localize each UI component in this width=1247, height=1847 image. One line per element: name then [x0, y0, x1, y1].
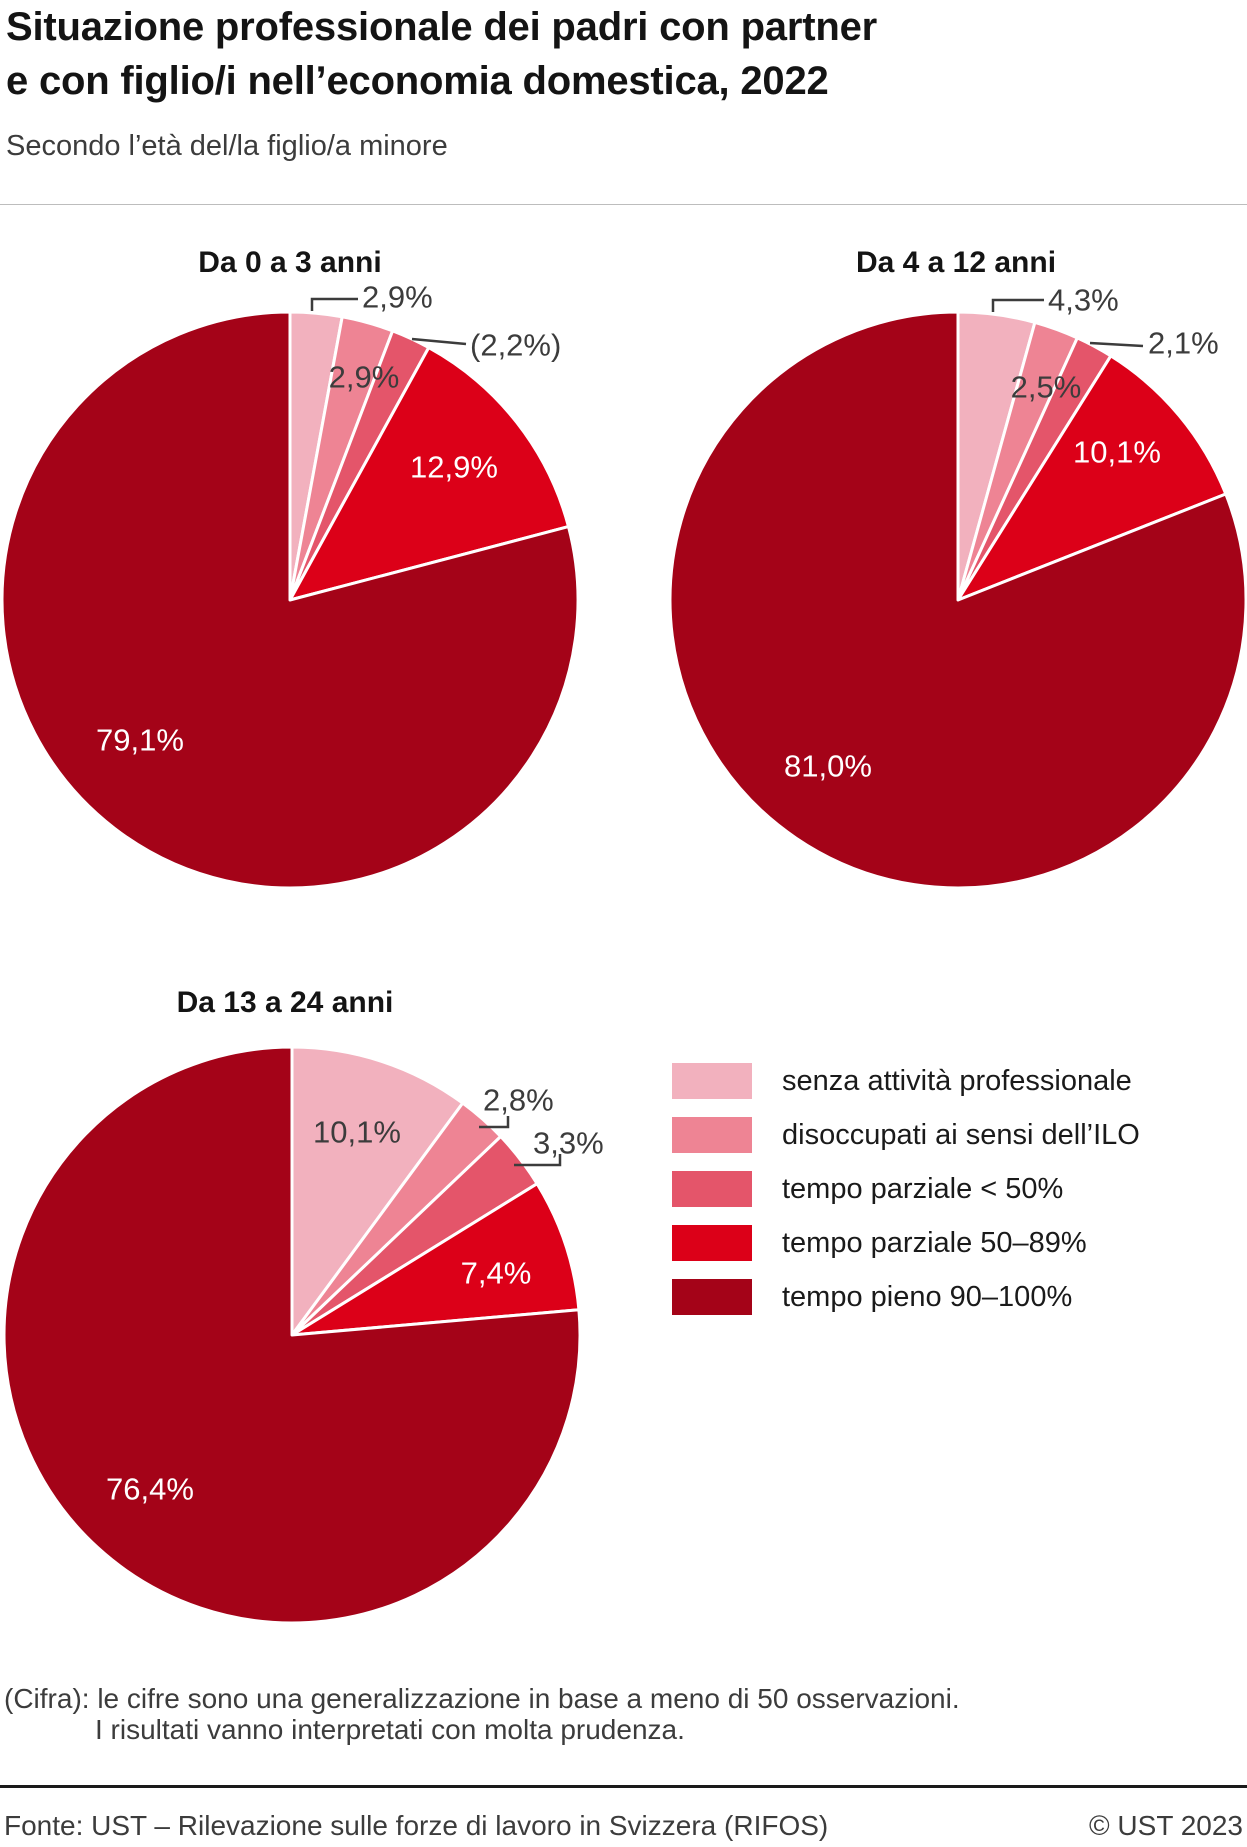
pie-1-slice-4	[668, 310, 1247, 890]
legend: senza attività professionale disoccupati …	[672, 1063, 1140, 1333]
chart-subtitle: Secondo l’età del/la figlio/a minore	[6, 130, 448, 162]
pie-2-leader-1	[479, 1116, 510, 1129]
pie-2-title: Da 13 a 24 anni	[177, 986, 394, 1019]
pie-2-slice-4	[2, 1045, 582, 1625]
legend-item-label: tempo parziale 50–89%	[782, 1226, 1087, 1259]
pie-0-value-label-0: 2,9%	[362, 280, 433, 315]
footnote-line2: I risultati vanno interpretati con molta…	[95, 1714, 685, 1745]
footer-copyright: © UST 2023	[1089, 1810, 1243, 1841]
legend-item-4: tempo pieno 90–100%	[672, 1279, 1140, 1315]
footer-divider	[0, 1785, 1247, 1788]
top-divider	[0, 204, 1247, 205]
legend-item-label: tempo parziale < 50%	[782, 1172, 1064, 1205]
legend-item-3: tempo parziale 50–89%	[672, 1225, 1140, 1261]
footnote: (Cifra): le cifre sono una generalizzazi…	[4, 1683, 960, 1745]
legend-item-1: disoccupati ai sensi dell’ILO	[672, 1117, 1140, 1153]
pie-2-value-label-4: 76,4%	[106, 1472, 194, 1507]
pie-2-value-label-2: 3,3%	[533, 1126, 604, 1161]
pie-1-value-label-0: 4,3%	[1048, 283, 1119, 318]
pie-2-value-label-3: 7,4%	[461, 1256, 532, 1291]
legend-item-label: senza attività professionale	[782, 1064, 1132, 1097]
footnote-line1: (Cifra): le cifre sono una generalizzazi…	[4, 1683, 960, 1714]
pie-0-value-label-3: 12,9%	[410, 450, 498, 485]
legend-swatch-icon	[672, 1117, 752, 1153]
pie-0-leader-2	[411, 337, 467, 346]
pie-1-value-label-1: 2,5%	[1011, 370, 1082, 405]
footer: Fonte: UST – Rilevazione sulle forze di …	[4, 1810, 1243, 1842]
pie-0-value-label-4: 79,1%	[96, 723, 184, 758]
pie-2-slice-0	[290, 1045, 465, 1337]
pie-2-slice-3	[290, 1182, 581, 1337]
pie-1-title: Da 4 a 12 anni	[856, 246, 1056, 279]
footer-source: Fonte: UST – Rilevazione sulle forze di …	[4, 1810, 829, 1841]
pie-2-value-label-1: 2,8%	[483, 1083, 554, 1118]
pie-1-value-label-2: 2,1%	[1148, 326, 1219, 361]
chart-title: Situazione professionale dei padri con p…	[6, 0, 877, 108]
pie-1-slice-3	[956, 354, 1228, 602]
pie-1-leader-0	[991, 298, 1044, 312]
pie-2-leader-2	[514, 1154, 562, 1167]
pie-0-slice-3	[288, 346, 570, 602]
pie-1-value-label-4: 81,0%	[784, 749, 872, 784]
legend-swatch-icon	[672, 1063, 752, 1099]
pie-0-slice-4	[0, 310, 580, 890]
pie-1-value-label-3: 10,1%	[1073, 435, 1161, 470]
legend-item-label: disoccupati ai sensi dell’ILO	[782, 1118, 1140, 1151]
pie-0-leader-0	[310, 297, 358, 311]
chart-title-line2: e con figlio/i nell’economia domestica, …	[6, 59, 829, 103]
legend-swatch-icon	[672, 1171, 752, 1207]
pie-1-leader-2	[1089, 341, 1144, 348]
pie-0-title: Da 0 a 3 anni	[198, 246, 381, 279]
legend-swatch-icon	[672, 1225, 752, 1261]
chart-title-line1: Situazione professionale dei padri con p…	[6, 5, 877, 49]
legend-item-2: tempo parziale < 50%	[672, 1171, 1140, 1207]
legend-swatch-icon	[672, 1279, 752, 1315]
pie-2-value-label-0: 10,1%	[313, 1115, 401, 1150]
legend-item-label: tempo pieno 90–100%	[782, 1280, 1073, 1313]
pie-0-value-label-1: 2,9%	[329, 360, 400, 395]
pie-0-value-label-2: (2,2%)	[470, 328, 561, 363]
legend-item-0: senza attività professionale	[672, 1063, 1140, 1099]
